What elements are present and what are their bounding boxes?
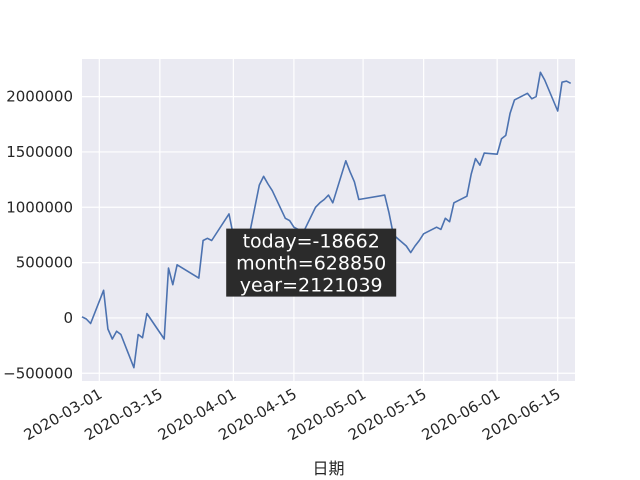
y-axis-ticks: −500000 0 500000 1000000 1500000 2000000: [3, 88, 73, 383]
annotation-background: [226, 228, 397, 297]
annotation-line-year: year=2121039: [240, 275, 383, 297]
y-tick-label: 0: [63, 309, 73, 327]
annotation-box: today=-18662 month=628850 year=2121039: [226, 228, 397, 297]
y-tick-label: 1500000: [6, 143, 73, 161]
annotation-line-today: today=-18662: [243, 231, 380, 253]
series-line: [81, 71, 572, 369]
y-tick-label: 1000000: [6, 198, 73, 216]
x-axis-ticks: 2020-03-012020-03-152020-04-012020-04-15…: [21, 385, 564, 444]
x-axis-label: 日期: [312, 459, 344, 478]
y-tick-label: −500000: [3, 364, 73, 382]
y-tick-label: 2000000: [6, 88, 73, 106]
annotation-line-month: month=628850: [236, 253, 386, 275]
y-tick-label: 500000: [16, 254, 73, 272]
grid-lines: [82, 59, 575, 381]
plot-area: [82, 59, 575, 381]
